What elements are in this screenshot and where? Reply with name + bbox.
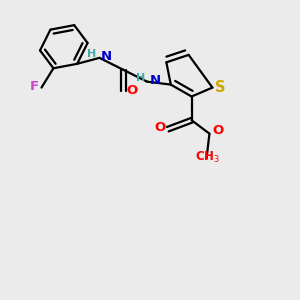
Text: O: O — [126, 84, 137, 97]
Text: CH$_3$: CH$_3$ — [195, 150, 220, 165]
Text: H: H — [136, 73, 146, 83]
Text: F: F — [29, 80, 39, 93]
Text: N: N — [101, 50, 112, 63]
Text: N: N — [150, 74, 161, 87]
Text: O: O — [213, 124, 224, 137]
Text: O: O — [155, 121, 166, 134]
Text: S: S — [214, 80, 225, 95]
Text: H: H — [87, 49, 97, 59]
